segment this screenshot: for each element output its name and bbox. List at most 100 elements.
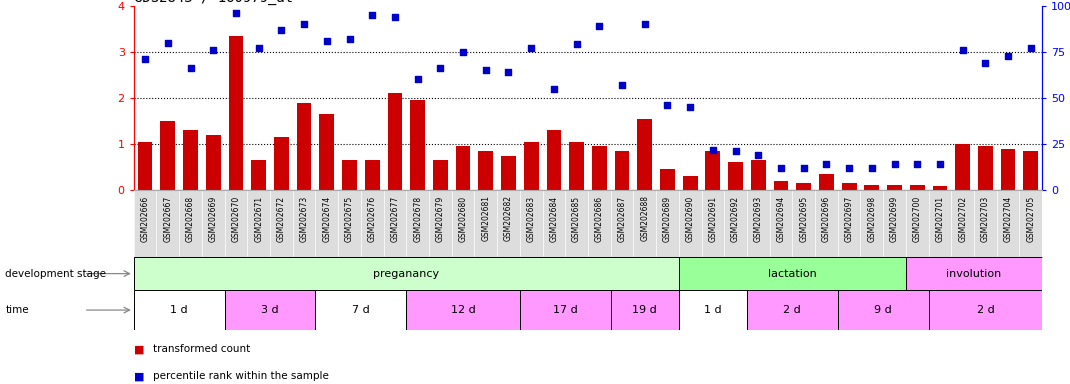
Bar	[614, 151, 629, 190]
Text: ■: ■	[134, 371, 144, 381]
Point	[409, 76, 426, 83]
Point	[637, 21, 654, 27]
Text: GSM202693: GSM202693	[753, 195, 763, 242]
Point	[682, 104, 699, 110]
Text: GSM202699: GSM202699	[890, 195, 899, 242]
Text: GSM202671: GSM202671	[255, 195, 263, 242]
Bar	[478, 151, 493, 190]
Text: GSM202678: GSM202678	[413, 195, 423, 242]
Point	[750, 152, 767, 158]
Text: 9 d: 9 d	[874, 305, 892, 315]
Point	[273, 26, 290, 33]
Text: GSM202686: GSM202686	[595, 195, 603, 242]
Point	[318, 38, 335, 44]
Bar	[160, 121, 175, 190]
Text: development stage: development stage	[5, 268, 106, 279]
Point	[341, 36, 358, 42]
Text: GSM202668: GSM202668	[186, 195, 195, 242]
Bar	[274, 137, 289, 190]
Bar	[320, 114, 334, 190]
Bar	[407, 290, 520, 330]
Point	[228, 10, 245, 16]
Point	[863, 165, 881, 171]
Bar	[524, 142, 538, 190]
Point	[568, 41, 585, 48]
Text: GSM202690: GSM202690	[686, 195, 694, 242]
Text: GSM202685: GSM202685	[572, 195, 581, 242]
Bar	[796, 183, 811, 190]
Bar	[1000, 149, 1015, 190]
Point	[886, 161, 903, 167]
Text: GSM202695: GSM202695	[799, 195, 808, 242]
Point	[817, 161, 835, 167]
Bar	[887, 185, 902, 190]
Text: GSM202704: GSM202704	[1004, 195, 1012, 242]
Text: ■: ■	[134, 344, 144, 354]
Bar	[251, 160, 266, 190]
Text: 2 d: 2 d	[783, 305, 801, 315]
Bar	[520, 290, 611, 330]
Text: GSM202679: GSM202679	[435, 195, 445, 242]
Bar	[683, 176, 698, 190]
Text: GSM202675: GSM202675	[345, 195, 354, 242]
Text: GSM202669: GSM202669	[209, 195, 217, 242]
Point	[364, 12, 381, 18]
Text: GSM202673: GSM202673	[300, 195, 308, 242]
Point	[455, 49, 472, 55]
Bar	[933, 186, 947, 190]
Text: lactation: lactation	[768, 268, 816, 279]
Text: GSM202672: GSM202672	[277, 195, 286, 242]
Bar	[205, 135, 220, 190]
Point	[159, 40, 177, 46]
Bar	[569, 142, 584, 190]
Point	[137, 56, 154, 62]
Text: GSM202689: GSM202689	[663, 195, 672, 242]
Point	[931, 161, 948, 167]
Text: 1 d: 1 d	[170, 305, 188, 315]
Text: GSM202684: GSM202684	[549, 195, 559, 242]
Text: GSM202670: GSM202670	[231, 195, 241, 242]
Bar	[819, 174, 834, 190]
Text: GSM202687: GSM202687	[617, 195, 627, 242]
Point	[182, 65, 199, 71]
Text: GSM202696: GSM202696	[822, 195, 831, 242]
Point	[522, 45, 539, 51]
Text: GSM202676: GSM202676	[368, 195, 377, 242]
Text: 12 d: 12 d	[450, 305, 475, 315]
Bar	[225, 290, 316, 330]
Text: preganancy: preganancy	[373, 268, 440, 279]
Text: GSM202688: GSM202688	[640, 195, 649, 242]
Bar	[678, 257, 906, 290]
Text: GSM202694: GSM202694	[777, 195, 785, 242]
Bar	[296, 103, 311, 190]
Text: transformed count: transformed count	[153, 344, 250, 354]
Point	[977, 60, 994, 66]
Text: GSM202677: GSM202677	[391, 195, 399, 242]
Text: GSM202680: GSM202680	[459, 195, 468, 242]
Text: GSM202691: GSM202691	[708, 195, 717, 242]
Bar	[729, 162, 743, 190]
Bar	[134, 290, 225, 330]
Point	[250, 45, 268, 51]
Text: GSM202698: GSM202698	[868, 195, 876, 242]
Point	[591, 23, 608, 29]
Bar	[774, 181, 789, 190]
Bar	[547, 130, 562, 190]
Bar	[956, 144, 970, 190]
Bar	[1023, 151, 1038, 190]
Point	[908, 161, 926, 167]
Bar	[660, 169, 675, 190]
Text: 7 d: 7 d	[352, 305, 370, 315]
Bar	[365, 160, 380, 190]
Text: involution: involution	[947, 268, 1002, 279]
Text: GSM202705: GSM202705	[1026, 195, 1036, 242]
Point	[773, 165, 790, 171]
Bar	[838, 290, 929, 330]
Text: 17 d: 17 d	[553, 305, 578, 315]
Bar	[906, 257, 1042, 290]
Point	[546, 86, 563, 92]
Text: GSM202681: GSM202681	[482, 195, 490, 242]
Bar	[183, 130, 198, 190]
Bar	[747, 290, 838, 330]
Point	[386, 14, 403, 20]
